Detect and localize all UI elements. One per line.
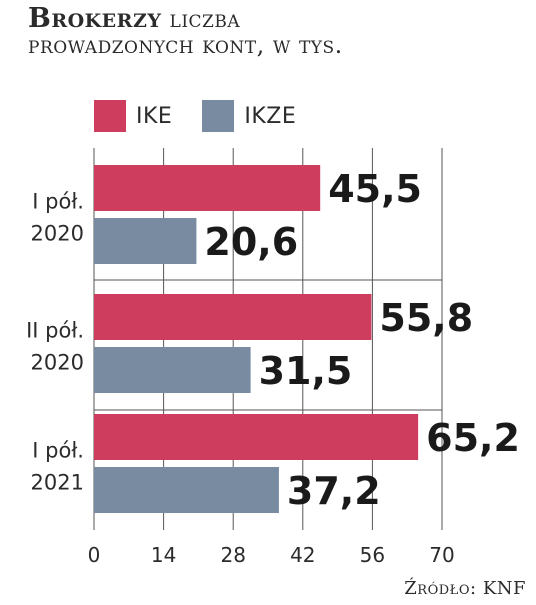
x-tick-label: 42 <box>290 543 315 567</box>
y-category-label: 2020 <box>31 222 84 246</box>
legend-label-ikze: IKZE <box>244 103 297 129</box>
x-tick-label: 28 <box>220 543 245 567</box>
y-category-label: I pół. <box>32 439 84 463</box>
y-category-label: I pół. <box>32 190 84 214</box>
chart-title: Brokerzy liczba prowadzonych kont, w tys… <box>28 4 528 59</box>
x-tick-label: 14 <box>151 543 176 567</box>
y-category-label: 2020 <box>31 351 84 375</box>
legend-label-ike: IKE <box>136 103 173 129</box>
bar-ikze <box>94 218 197 264</box>
data-label: 37,2 <box>287 469 381 513</box>
legend: IKE IKZE <box>94 100 326 132</box>
x-tick-label: 70 <box>429 543 454 567</box>
bar-ike <box>94 414 419 460</box>
data-label: 45,5 <box>328 167 422 211</box>
data-label: 55,8 <box>379 296 473 340</box>
x-tick-label: 56 <box>360 543 385 567</box>
source-note: Źródło: KNF <box>404 578 526 599</box>
bar-ikze <box>94 467 279 513</box>
y-category-label: 2021 <box>31 471 84 495</box>
title-rest: liczba <box>169 5 241 33</box>
bar-ike <box>94 294 372 340</box>
legend-swatch-ikze <box>202 100 235 132</box>
legend-swatch-ike <box>94 100 126 132</box>
bar-ike <box>94 165 321 211</box>
x-tick-label: 0 <box>88 543 101 567</box>
data-label: 31,5 <box>259 349 353 393</box>
data-label: 20,6 <box>204 220 298 264</box>
bar-ikze <box>94 347 251 393</box>
data-label: 65,2 <box>426 416 520 460</box>
title-line2: prowadzonych kont, w tys. <box>28 31 343 60</box>
y-category-label: II pół. <box>26 319 84 343</box>
title-bold: Brokerzy <box>28 3 162 34</box>
